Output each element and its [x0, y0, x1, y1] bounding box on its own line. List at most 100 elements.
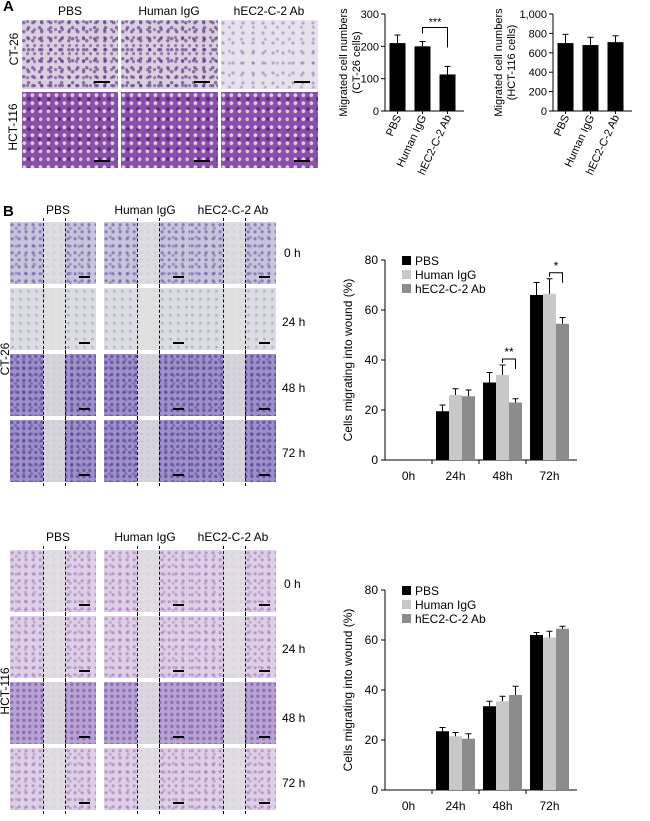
wound-image-hct116-pbs-t1 [10, 612, 96, 682]
wound-image-ct26-igg-t1 [104, 284, 190, 354]
panel-b2-col-pbs: PBS [45, 530, 70, 544]
transwell-image-ct26-igg [121, 20, 218, 89]
y-tick-label: 40 [365, 683, 379, 697]
panel-a-row-hct116: HCT-116 [6, 103, 20, 151]
y-tick-label: 300 [361, 9, 379, 21]
bar-igg-48h [496, 701, 509, 790]
legend-label: Human IgG [415, 598, 476, 612]
significance-label: *** [429, 16, 443, 28]
panel-b1-time-1: 24 h [282, 315, 306, 329]
transwell-image-hct116-pbs [22, 92, 118, 168]
x-tick-label: 24h [445, 799, 465, 813]
y-tick-label: 0 [373, 106, 379, 118]
bar-igg-72h [543, 637, 556, 790]
panel-b2-time-1: 24 h [282, 642, 306, 656]
wound-image-hct116-ab-t2 [190, 678, 276, 748]
panel-a-col-igg: Human IgG [138, 4, 200, 18]
panel-b1-col-pbs: PBS [45, 203, 70, 217]
significance-label: ** [504, 345, 514, 359]
wound-image-ct26-igg-t3 [104, 416, 190, 486]
panel-b-label: B [3, 203, 14, 220]
y-tick-label: 20 [365, 733, 379, 747]
y-tick-label: 600 [529, 48, 547, 60]
bar-pbs-24h [436, 411, 449, 460]
y-tick-label: 80 [365, 583, 379, 597]
wound-image-hct116-pbs-t3 [10, 744, 96, 814]
y-axis-label: Cells migrating into wound (%) [341, 609, 355, 772]
significance-label: * [554, 259, 559, 273]
y-axis-label: Migrated cell numbers(CT-26 cells) [338, 8, 363, 117]
x-tick-label: 24h [445, 469, 465, 483]
wound-image-ct26-igg-t0 [104, 218, 190, 288]
y-axis-label-line: (CT-26 cells) [351, 31, 363, 93]
bar-ab-72h [556, 323, 569, 460]
y-tick-label: 20 [365, 403, 379, 417]
x-tick-label: 72h [539, 799, 559, 813]
x-tick-label: PBS [384, 113, 404, 138]
wound-image-ct26-pbs-t3 [10, 416, 96, 486]
significance-bracket [502, 358, 516, 369]
legend-swatch [402, 586, 411, 595]
y-tick-label: 1,000 [519, 9, 547, 21]
y-tick-label: 60 [365, 303, 379, 317]
x-tick-label: 0h [402, 799, 415, 813]
legend-swatch [402, 256, 411, 265]
bar-pbs-48h [483, 706, 496, 790]
wound-image-ct26-ab-t1 [190, 284, 276, 354]
legend-label: Human IgG [415, 268, 476, 282]
panel-a-row-ct26: CT-26 [7, 32, 21, 66]
transwell-image-hct116-ab [221, 92, 318, 168]
bar-human-igg [414, 46, 431, 112]
x-tick-label: PBS [552, 113, 572, 138]
panel-b1-col-ab: hEC2-C-2 Ab [197, 203, 269, 217]
y-tick-label: 200 [361, 41, 379, 53]
panel-a-col-ab: hEC2-C-2 Ab [233, 4, 305, 18]
y-axis-label-line: Migrated cell numbers [493, 8, 505, 117]
panel-a-col-pbs: PBS [57, 4, 82, 18]
wound-image-hct116-pbs-t2 [10, 678, 96, 748]
bar-igg-24h [449, 736, 462, 790]
bar-pbs [557, 43, 574, 111]
bar-human-igg [582, 45, 599, 111]
legend-swatch [402, 614, 411, 623]
y-tick-label: 800 [529, 28, 547, 40]
x-tick-label: 48h [492, 799, 512, 813]
bar-ab-24h [462, 396, 475, 460]
bar-ab-48h [509, 402, 522, 460]
transwell-image-ct26-ab [221, 20, 318, 89]
y-tick-label: 80 [365, 253, 379, 267]
panel-b1-time-3: 72 h [282, 446, 306, 460]
wound-image-hct116-igg-t1 [104, 612, 190, 682]
wound-image-hct116-ab-t3 [190, 744, 276, 814]
legend-label: hEC2-C-2 Ab [415, 282, 486, 296]
bar-ab-24h [462, 738, 475, 790]
bar-pbs-72h [530, 295, 543, 460]
bar-igg-48h [496, 375, 509, 460]
panel-b1-time-2: 48 h [282, 381, 306, 395]
y-tick-label: 0 [541, 106, 547, 118]
bar-pbs-48h [483, 382, 496, 460]
y-tick-label: 200 [529, 87, 547, 99]
bar-hec2-c-2-ab [439, 74, 456, 111]
y-tick-label: 400 [529, 67, 547, 79]
transwell-image-ct26-pbs [22, 20, 118, 89]
transwell-image-hct116-igg [121, 92, 218, 168]
panel-b2-col-igg: Human IgG [114, 530, 176, 544]
legend-label: hEC2-C-2 Ab [415, 612, 486, 626]
wound-image-ct26-ab-t3 [190, 416, 276, 486]
x-tick-label: 48h [492, 469, 512, 483]
wound-image-ct26-pbs-t2 [10, 350, 96, 420]
significance-bracket [549, 272, 563, 283]
legend-swatch [402, 270, 411, 279]
wound-image-hct116-ab-t0 [190, 546, 276, 616]
y-axis-label: Migrated cell numbers(HCT-116 cells) [493, 8, 518, 117]
legend-label: PBS [415, 584, 439, 598]
wound-image-ct26-pbs-t0 [10, 218, 96, 288]
y-tick-label: 0 [371, 453, 378, 467]
legend-swatch [402, 284, 411, 293]
bar-pbs [389, 43, 406, 111]
bar-ab-48h [509, 695, 522, 790]
chart-ct26-wound: 0 20 40 60 80 Cells migrating into wound (%) 0… [341, 253, 577, 483]
wound-image-ct26-ab-t2 [190, 350, 276, 420]
